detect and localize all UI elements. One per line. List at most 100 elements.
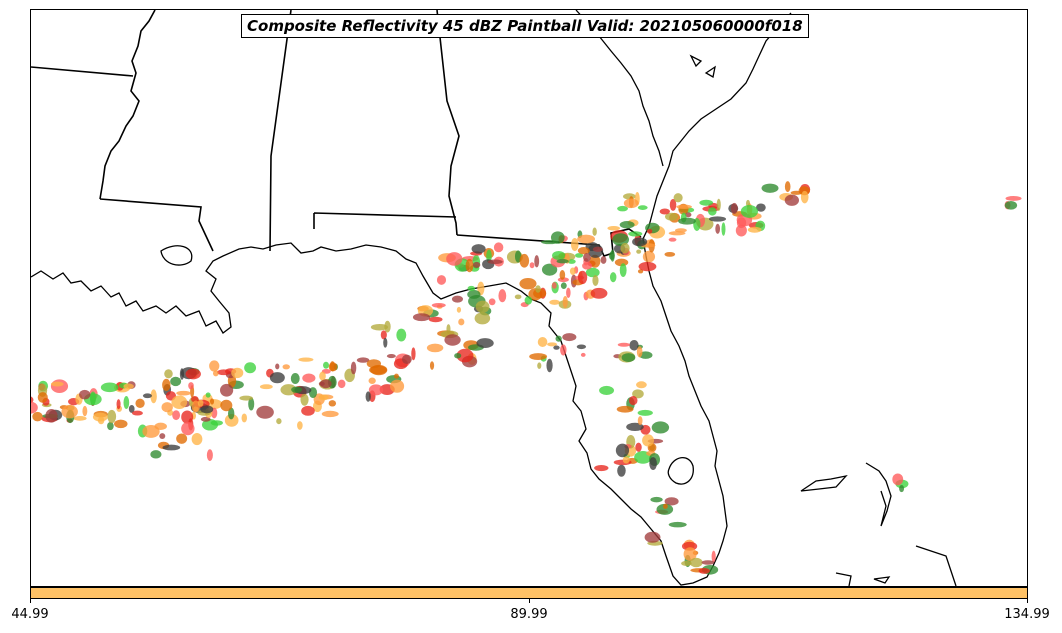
- reflectivity-blob: [301, 405, 315, 416]
- reflectivity-blob: [621, 353, 636, 362]
- reflectivity-blob: [663, 503, 668, 509]
- reflectivity-blob: [519, 253, 530, 268]
- reflectivity-blob: [656, 503, 674, 515]
- reflectivity-blob: [337, 379, 346, 389]
- reflectivity-blob: [649, 457, 657, 471]
- reflectivity-blob: [467, 285, 476, 291]
- reflectivity-blob: [256, 405, 274, 419]
- reflectivity-blob: [31, 401, 38, 414]
- reflectivity-blob: [244, 362, 257, 374]
- coastline: [31, 10, 957, 586]
- reflectivity-blob: [664, 212, 678, 221]
- reflectivity-blob: [176, 390, 191, 396]
- reflectivity-blob: [590, 287, 608, 299]
- reflectivity-blob: [800, 190, 809, 204]
- reflectivity-blob: [107, 409, 117, 424]
- reflectivity-blob: [350, 361, 357, 375]
- colorbar-tick-right: [1027, 599, 1028, 603]
- reflectivity-blob: [600, 256, 607, 264]
- reflectivity-blob: [592, 246, 603, 252]
- reflectivity-blob: [248, 397, 255, 411]
- reflectivity-blob: [1004, 201, 1018, 210]
- reflectivity-blob: [576, 344, 587, 350]
- reflectivity-blob: [216, 369, 231, 376]
- state-borders: [31, 10, 642, 257]
- reflectivity-blob: [676, 204, 692, 209]
- reflectivity-blob: [300, 393, 309, 406]
- reflectivity-blob: [197, 399, 204, 407]
- reflectivity-blob: [356, 357, 370, 363]
- reflectivity-blob: [384, 320, 391, 333]
- reflectivity-blob: [730, 202, 738, 214]
- reflectivity-blob: [553, 345, 560, 350]
- colorbar-tick-label: 89.99: [510, 607, 548, 622]
- reflectivity-blob: [368, 377, 376, 384]
- reflectivity-blob: [784, 194, 800, 206]
- reflectivity-blob: [610, 249, 615, 262]
- reflectivity-blob: [547, 342, 558, 347]
- reflectivity-blob: [82, 405, 88, 417]
- reflectivity-blob: [674, 228, 687, 233]
- reflectivity-blob: [458, 318, 465, 326]
- reflectivity-blob: [323, 361, 330, 369]
- reflectivity-blob: [622, 456, 630, 464]
- reflectivity-blob: [498, 289, 507, 303]
- reflectivity-blob: [275, 363, 280, 370]
- reflectivity-blob: [735, 224, 747, 237]
- reflectivity-blob: [616, 405, 634, 413]
- reflectivity-blob: [537, 362, 542, 369]
- reflectivity-blob: [529, 353, 548, 360]
- reflectivity-blob: [635, 442, 642, 452]
- reflectivity-blob: [436, 275, 447, 285]
- reflectivity-blob: [383, 337, 388, 348]
- louisiana-coast: [31, 12, 792, 586]
- reflectivity-blob: [291, 386, 303, 393]
- reflectivity-blob: [123, 383, 134, 390]
- reflectivity-blob: [321, 410, 339, 418]
- reflectivity-blob: [282, 364, 290, 370]
- reflectivity-blob: [636, 381, 647, 389]
- reflectivity-blob: [575, 253, 584, 258]
- reflectivity-blob: [142, 393, 152, 399]
- reflectivity-blob: [529, 262, 535, 269]
- reflectivity-blob: [318, 381, 325, 386]
- reflectivity-blob: [135, 398, 145, 409]
- reflectivity-blob: [620, 242, 630, 254]
- reflectivity-blob: [224, 414, 239, 427]
- reflectivity-blob: [632, 389, 644, 399]
- small-island-top: [689, 54, 703, 68]
- reflectivity-blob: [551, 282, 557, 289]
- reflectivity-blob: [560, 282, 567, 289]
- bahamas-small-3: [704, 65, 716, 79]
- reflectivity-blob: [721, 222, 726, 236]
- reflectivity-blob: [650, 496, 663, 503]
- reflectivity-blob: [428, 316, 443, 323]
- reflectivity-blob: [370, 323, 388, 331]
- reflectivity-blob: [61, 404, 78, 419]
- reflectivity-blob: [79, 389, 91, 400]
- reflectivity-blob: [583, 253, 591, 262]
- reflectivity-blob: [328, 362, 338, 372]
- reflectivity-blob: [514, 294, 522, 300]
- reflectivity-blob: [681, 560, 692, 566]
- reflectivity-blob: [231, 367, 244, 379]
- reflectivity-blob: [607, 226, 621, 231]
- reflectivity-blob: [107, 421, 114, 431]
- reflectivity-blob: [747, 226, 762, 233]
- reflectivity-blob: [32, 411, 43, 422]
- reflectivity-blob: [45, 409, 58, 423]
- reflectivity-blob: [701, 560, 715, 565]
- reflectivity-blob: [555, 335, 562, 342]
- reflectivity-blob: [209, 360, 220, 372]
- reflectivity-blob: [632, 237, 648, 247]
- reflectivity-blob: [150, 389, 157, 404]
- reflectivity-blob: [708, 207, 717, 216]
- reflectivity-blob: [446, 252, 463, 266]
- reflectivity-blob: [668, 521, 687, 528]
- reflectivity-blob: [637, 416, 643, 426]
- reflectivity-blob: [493, 242, 504, 253]
- reflectivity-blob: [592, 227, 597, 236]
- reflectivity-blob: [594, 465, 609, 472]
- reflectivity-blob: [629, 339, 639, 351]
- reflectivity-blob: [365, 391, 371, 402]
